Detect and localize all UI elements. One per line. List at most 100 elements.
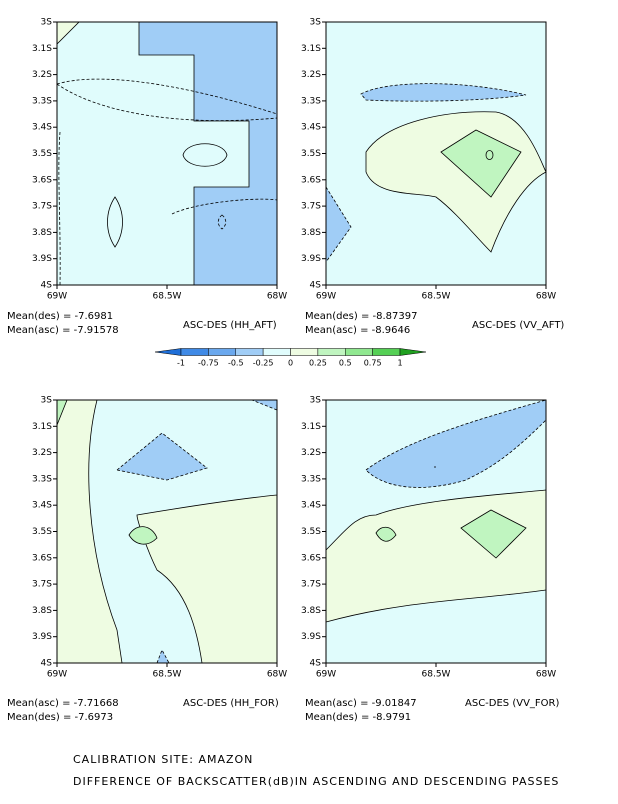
x-tick-label: 68W: [267, 670, 287, 680]
y-tick-label: 3.6S: [301, 175, 321, 185]
y-tick-label: 3.7S: [301, 202, 321, 212]
y-tick-label: 3S: [41, 396, 53, 406]
contour-line: [107, 196, 123, 248]
x-tick-label: 68.5W: [422, 292, 451, 302]
y-tick-label: 3.9S: [32, 632, 52, 642]
contour-panel: 69W 68.5W 68W 3S 3.1S 3.2S 3.3S 3.4S 3.5S 3.6S 3.7…: [301, 396, 556, 680]
x-tick-label: 69W: [47, 292, 67, 302]
x-tick-label: 69W: [316, 292, 336, 302]
y-tick-label: 3.9S: [301, 632, 321, 642]
contour-panel: 69W 68.5W 68W 3S 3.1S 3.2S 3.3S 3.4S 3.5S 3.6S 3.7…: [32, 396, 287, 680]
colorbar-box: [317, 348, 346, 356]
y-tick-label: 3.7S: [32, 580, 52, 590]
contour-fill: [128, 526, 158, 545]
y-tick-label: 3S: [41, 18, 53, 28]
contour-fill: [56, 399, 123, 664]
y-tick-label: 4S: [310, 659, 322, 669]
colorbar-box: [345, 348, 373, 356]
y-tick-label: 3.3S: [301, 96, 321, 106]
contour-line: [182, 143, 228, 167]
y-tick-label: 3.1S: [301, 422, 321, 432]
contour-fill: [360, 83, 527, 102]
contour-line: [217, 214, 227, 230]
colorbar-label: -0.75: [198, 359, 219, 368]
panel-label: ASC-DES (HH_FOR): [183, 698, 279, 709]
contour-panel: 69W 68.5W 68W 3S 3.1S 3.2S 3.3S 3.4S 3.5S 3.6S 3.7…: [32, 18, 287, 302]
x-tick-label: 68W: [536, 292, 556, 302]
y-tick-label: 3.9S: [32, 254, 52, 264]
x-tick-label: 68.5W: [153, 292, 182, 302]
y-tick-label: 4S: [41, 659, 53, 669]
y-tick-label: 3.6S: [301, 553, 321, 563]
colorbar-box: [235, 348, 264, 356]
y-tick-label: 3.7S: [32, 202, 52, 212]
x-tick-label: 68.5W: [422, 670, 451, 680]
contour-panel: 69W 68.5W 68W 3S 3.1S 3.2S 3.3S 3.4S 3.5S 3.6S 3.7…: [301, 18, 556, 302]
contour-fill: [440, 129, 522, 198]
colorbar-box: [290, 348, 319, 356]
footer-site: CALIBRATION SITE: AMAZON: [73, 753, 253, 766]
colorbar-label: 0.5: [339, 359, 352, 368]
colorbar-label: -0.5: [228, 359, 244, 368]
colorbar-box: [180, 348, 209, 356]
colorbar-box: [262, 348, 291, 356]
y-tick-label: 3.3S: [32, 96, 52, 106]
panel-label: ASC-DES (VV_FOR): [465, 698, 559, 709]
x-tick-label: 69W: [316, 670, 336, 680]
x-tick-label: 68.5W: [153, 670, 182, 680]
panel-label: ASC-DES (VV_AFT): [472, 320, 564, 331]
contour-fill: [116, 432, 208, 481]
y-tick-label: 3.4S: [301, 123, 321, 133]
colorbar-arrow: [399, 348, 427, 356]
y-tick-label: 4S: [310, 281, 322, 291]
x-tick-label: 68W: [536, 670, 556, 680]
y-tick-label: 3.4S: [32, 123, 52, 133]
y-tick-label: 3.5S: [32, 527, 52, 537]
x-tick-label: 69W: [47, 670, 67, 680]
contour-line: [58, 131, 61, 286]
y-tick-label: 3.1S: [32, 44, 52, 54]
y-tick-label: 3.2S: [301, 70, 321, 80]
mean-annotation: Mean(asc) = -7.71668: [7, 698, 119, 709]
mean-annotation: Mean(asc) = -8.9646: [305, 325, 410, 336]
contour-fill: [156, 649, 170, 664]
contour-fill: [375, 526, 397, 542]
contour-fill: [365, 399, 547, 488]
y-tick-label: 3.2S: [301, 448, 321, 458]
y-tick-label: 3.9S: [301, 254, 321, 264]
colorbar-label: 0.25: [309, 359, 327, 368]
y-tick-label: 3.6S: [32, 175, 52, 185]
colorbar-box: [372, 348, 401, 356]
y-tick-label: 3.4S: [301, 501, 321, 511]
mean-annotation: Mean(asc) = -7.91578: [7, 325, 119, 336]
y-tick-label: 3.5S: [301, 527, 321, 537]
contour-line: [485, 150, 494, 160]
y-tick-label: 3.3S: [32, 474, 52, 484]
y-tick-label: 3.3S: [301, 474, 321, 484]
mean-annotation: Mean(des) = -8.9791: [305, 712, 411, 723]
y-tick-label: 3.5S: [301, 149, 321, 159]
y-tick-label: 3.8S: [32, 228, 52, 238]
y-tick-label: 3.1S: [301, 44, 321, 54]
x-tick-label: 68W: [267, 292, 287, 302]
y-tick-label: 3.7S: [301, 580, 321, 590]
y-tick-label: 3.8S: [301, 228, 321, 238]
y-tick-label: 3S: [310, 18, 322, 28]
y-tick-label: 3.5S: [32, 149, 52, 159]
colorbar-label: 0.75: [364, 359, 382, 368]
colorbar-label: -1: [177, 359, 185, 368]
y-tick-label: 3.2S: [32, 448, 52, 458]
mean-annotation: Mean(des) = -8.87397: [305, 311, 417, 322]
mean-annotation: Mean(des) = -7.6973: [7, 712, 113, 723]
colorbar-label: 0: [288, 359, 293, 368]
colorbar-box: [208, 348, 236, 356]
contour-line: [56, 78, 278, 115]
contour-fill: [460, 509, 527, 559]
colorbar-label: 1: [397, 359, 402, 368]
contour-line: [171, 198, 278, 215]
panel-label: ASC-DES (HH_AFT): [183, 320, 277, 331]
y-tick-label: 4S: [41, 281, 53, 291]
y-tick-label: 3.8S: [301, 606, 321, 616]
footer-title: DIFFERENCE OF BACKSCATTER(dB)IN ASCENDIN…: [73, 775, 559, 788]
